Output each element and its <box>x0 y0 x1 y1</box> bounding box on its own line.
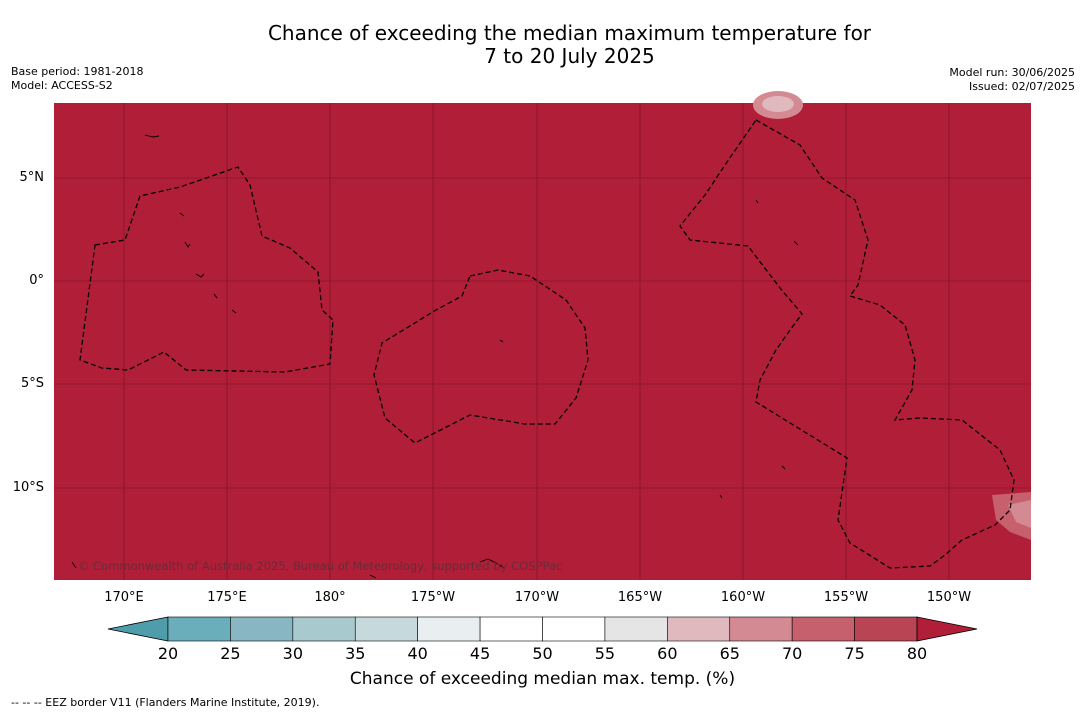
lon-tick: 150°W <box>926 590 972 605</box>
footer-legend: -- -- -- EEZ border V11 (Flanders Marine… <box>11 696 320 709</box>
issued-date: Issued: 02/07/2025 <box>968 80 1075 93</box>
lat-tick: 0° <box>29 273 44 288</box>
map-title: Chance of exceeding the median maximum t… <box>0 22 1085 68</box>
colorbar-tick-label: 35 <box>345 644 366 663</box>
colorbar-tick-label: 55 <box>594 644 616 663</box>
colorbar-tick-label: 60 <box>657 644 678 663</box>
map-area <box>54 103 1031 580</box>
base-period: Base period: 1981-2018 <box>11 65 144 78</box>
colorbar-tick-label: 25 <box>220 644 241 663</box>
lon-tick: 165°W <box>617 590 663 605</box>
colorbar-tick-label: 30 <box>282 644 303 663</box>
lon-tick: 180° <box>314 590 346 605</box>
colorbar-tick-label: 65 <box>719 644 740 663</box>
lon-tick: 170°E <box>104 590 144 605</box>
colorbar-tick-label: 50 <box>532 644 553 663</box>
lat-tick: 5°S <box>20 376 44 391</box>
title-line-1: Chance of exceeding the median maximum t… <box>267 21 872 45</box>
meta-left: Base period: 1981-2018 Model: ACCESS-S2 <box>11 65 143 93</box>
anomaly-patch-east-inner <box>1008 500 1031 528</box>
copyright-notice: © Commonwealth of Australia 2025, Bureau… <box>78 559 563 573</box>
islands <box>71 134 799 579</box>
colorbar-tick-label: 75 <box>844 644 865 663</box>
colorbar-tick-label: 80 <box>906 644 928 663</box>
model-name: Model: ACCESS-S2 <box>11 79 113 92</box>
lon-tick: 175°W <box>410 590 456 605</box>
colorbar-tick-label: 70 <box>781 644 803 663</box>
colorbar-title: Chance of exceeding median max. temp. (%… <box>349 669 736 689</box>
lon-tick: 160°W <box>720 590 766 605</box>
gridlines <box>54 103 1031 580</box>
lon-tick: 175°E <box>207 590 247 605</box>
colorbar-tick-label: 45 <box>469 644 491 663</box>
lon-tick: 155°W <box>823 590 869 605</box>
meta-right: Model run: 30/06/2025 Issued: 02/07/2025 <box>949 66 1075 94</box>
lat-tick: 5°N <box>19 170 45 185</box>
title-line-2: 7 to 20 July 2025 <box>484 44 655 68</box>
lon-tick: 170°W <box>514 590 560 605</box>
colorbar-tick-label: 20 <box>157 644 179 663</box>
eez-borders <box>79 119 1015 569</box>
anomaly-patch-north-inner <box>762 96 794 112</box>
colorbar-tick-label: 40 <box>407 644 428 663</box>
model-run: Model run: 30/06/2025 <box>949 66 1075 79</box>
lat-tick: 10°S <box>12 480 44 495</box>
